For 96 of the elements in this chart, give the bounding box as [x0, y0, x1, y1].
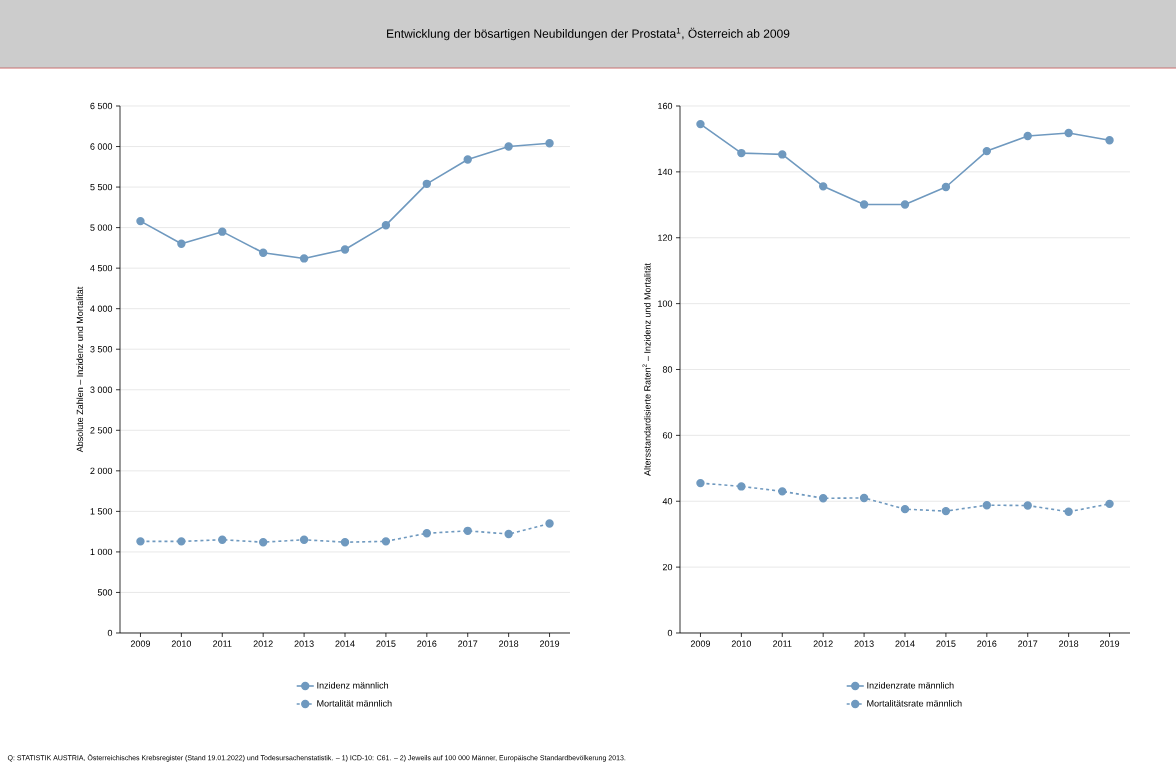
- point: [340, 245, 350, 254]
- y-tick-label: 500: [97, 589, 113, 596]
- x-tick-label: 2013: [294, 640, 314, 647]
- point: [381, 220, 391, 230]
- point: [982, 500, 992, 510]
- x-tick-label: 2016: [977, 640, 997, 647]
- point: [545, 519, 554, 528]
- point: [1023, 501, 1032, 510]
- point: [218, 535, 227, 544]
- legend-label: Inzidenzrate männlich: [867, 681, 954, 689]
- x-tick-label: 2017: [458, 640, 478, 647]
- x-tick-label: 2018: [499, 640, 519, 647]
- point: [504, 142, 513, 151]
- y-tick-label: 5 500: [90, 183, 113, 191]
- chart-title: Entwicklung der bösartigen Neubildungen der Prostata$^{1}$, Österreich ab 2009: [387, 27, 790, 41]
- point: [381, 537, 391, 546]
- point: [900, 504, 910, 514]
- point: [859, 200, 869, 209]
- x-tick-label: 2013: [854, 640, 874, 647]
- point: [1105, 136, 1114, 145]
- y-tick-label: 1 500: [90, 508, 113, 515]
- point: [218, 227, 227, 236]
- y-tick-label: 4 000: [90, 305, 113, 312]
- x-tick-label: 2019: [1099, 640, 1120, 647]
- point: [818, 494, 828, 503]
- y-tick-label: 6 500: [90, 102, 113, 110]
- x-tick-label: 2010: [171, 640, 192, 647]
- point: [737, 148, 746, 158]
- point: [299, 535, 309, 544]
- point: [340, 537, 350, 547]
- legend-label: Inzidenz männlich: [317, 681, 389, 689]
- point: [136, 216, 145, 226]
- y-tick-label: 160: [658, 102, 673, 110]
- y-tick-label: 80: [662, 366, 673, 373]
- point: [177, 537, 186, 546]
- y-tick-label: 20: [662, 563, 673, 571]
- point: [299, 254, 309, 263]
- x-tick-label: 2012: [253, 640, 273, 647]
- x-tick-label: 2009: [690, 640, 711, 647]
- y-tick-label: 120: [658, 234, 673, 241]
- y-tick-label: 100: [658, 300, 673, 307]
- x-tick-label: 2012: [813, 640, 833, 647]
- legend-label: Mortalität männlich: [317, 700, 392, 707]
- x-tick-label: 2015: [936, 640, 956, 647]
- x-tick-label: 2011: [773, 640, 792, 647]
- point: [177, 239, 186, 249]
- point: [1064, 128, 1073, 138]
- y-tick-label: 60: [662, 432, 673, 439]
- point: [900, 200, 910, 209]
- point: [1105, 499, 1114, 509]
- point: [422, 179, 432, 189]
- point: [422, 529, 432, 538]
- point: [545, 139, 554, 148]
- point: [696, 478, 705, 488]
- legend-label: Mortalitätsrate männlich: [867, 700, 962, 707]
- x-tick-label: 2014: [895, 640, 915, 647]
- x-tick-label: 2019: [539, 640, 560, 647]
- y-tick-label: 1 000: [90, 548, 113, 556]
- x-tick-label: 2016: [417, 640, 437, 647]
- y-tick-label: 140: [658, 168, 673, 176]
- point: [258, 537, 268, 547]
- point: [982, 146, 992, 156]
- y-tick-label: 40: [662, 498, 673, 505]
- point: [1064, 507, 1073, 516]
- y-axis-title: Absolute Zahlen – Inzidenz und Mortalität: [76, 286, 84, 453]
- x-tick-label: 2009: [130, 640, 151, 647]
- x-tick-label: 2010: [731, 640, 752, 647]
- point: [941, 182, 951, 192]
- y-tick-label: 2 500: [90, 427, 113, 434]
- point: [778, 150, 787, 159]
- point: [1023, 131, 1032, 141]
- point: [778, 487, 787, 496]
- point: [859, 493, 869, 503]
- point: [818, 182, 828, 191]
- point: [463, 526, 472, 536]
- y-tick-label: 4 500: [90, 264, 113, 272]
- point: [136, 537, 145, 546]
- point: [941, 506, 951, 516]
- x-tick-label: 2018: [1059, 640, 1079, 647]
- y-tick-label: 5 000: [90, 224, 113, 231]
- point: [696, 119, 705, 129]
- point: [504, 529, 513, 539]
- y-tick-label: 2 000: [90, 467, 113, 475]
- y-tick-label: 0: [667, 629, 673, 637]
- y-tick-label: 0: [107, 629, 113, 637]
- x-tick-label: 2014: [335, 640, 355, 647]
- y-tick-label: 6 000: [90, 143, 113, 150]
- y-axis-title: Altersstandardisierte Raten$^{2}$ – Inzidenz und Mortalität: [642, 263, 651, 476]
- point: [463, 155, 472, 164]
- x-tick-label: 2011: [213, 640, 232, 647]
- point: [737, 482, 746, 491]
- point: [258, 248, 268, 257]
- x-tick-label: 2017: [1018, 640, 1038, 647]
- y-tick-label: 3 000: [90, 386, 113, 393]
- x-tick-label: 2015: [376, 640, 396, 647]
- y-tick-label: 3 500: [90, 346, 113, 353]
